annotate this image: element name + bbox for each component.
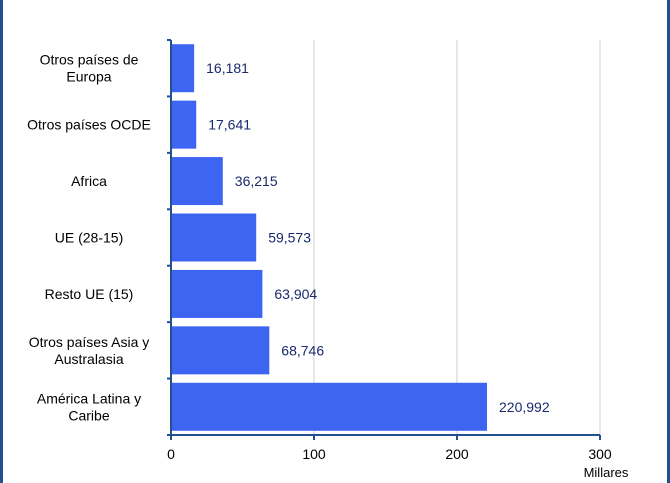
- category-label-6: América Latina y Caribe: [37, 390, 141, 423]
- labels: 16,181 Otros países de Europa 17,641 Otros p…: [27, 52, 629, 480]
- data-label-6: 220,992: [499, 399, 550, 415]
- data-label-5: 68,746: [281, 342, 324, 358]
- data-label-3: 59,573: [268, 230, 311, 246]
- bar-5: [172, 326, 270, 375]
- bars: [172, 44, 488, 431]
- bar-chart: 16,181 Otros países de Europa 17,641 Otros p…: [27, 39, 629, 480]
- grid-lines: [313, 40, 601, 435]
- bar-3: [172, 213, 257, 262]
- x-unit-label: Millares: [584, 465, 629, 480]
- category-label-0: Otros países de Europa: [40, 52, 139, 85]
- category-label-1: Otros países OCDE: [27, 117, 151, 133]
- x-tick-label-0: 0: [167, 446, 175, 462]
- bar-0: [172, 44, 195, 93]
- data-label-2: 36,215: [235, 173, 278, 189]
- bar-4: [172, 269, 263, 318]
- x-tick-label-100: 100: [302, 446, 326, 462]
- category-label-2: Africa: [71, 173, 107, 189]
- category-label-5: Otros países Asia y Australasia: [29, 334, 150, 367]
- bar-2: [172, 157, 223, 206]
- axes: [167, 39, 601, 440]
- data-label-4: 63,904: [274, 286, 317, 302]
- data-label-0: 16,181: [206, 60, 249, 76]
- data-label-1: 17,641: [208, 117, 251, 133]
- bar-6: [172, 382, 488, 431]
- category-label-3: UE (28-15): [55, 230, 123, 246]
- x-tick-label-200: 200: [445, 446, 469, 462]
- bar-1: [172, 100, 197, 149]
- x-tick-label-300: 300: [588, 446, 612, 462]
- category-label-4: Resto UE (15): [45, 286, 134, 302]
